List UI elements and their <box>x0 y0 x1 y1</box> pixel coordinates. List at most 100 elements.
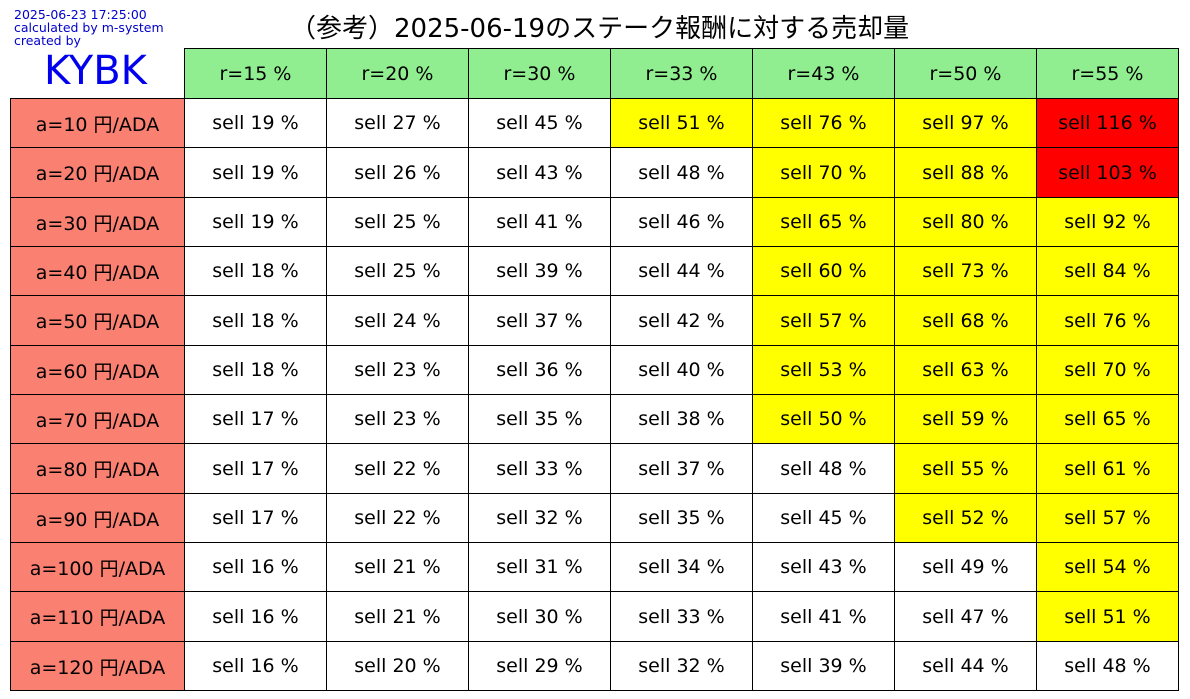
row-header: a=110 円/ADA <box>10 591 185 642</box>
data-cell: sell 40 % <box>610 345 753 395</box>
data-cell: sell 23 % <box>326 394 469 444</box>
data-cell: sell 59 % <box>894 394 1037 444</box>
data-cell: sell 48 % <box>1036 641 1179 691</box>
row-header: a=100 円/ADA <box>10 542 185 592</box>
data-cell: sell 34 % <box>610 542 753 592</box>
row-header: a=10 円/ADA <box>10 98 185 148</box>
data-cell: sell 16 % <box>184 641 327 691</box>
data-cell: sell 41 % <box>468 197 611 247</box>
data-cell: sell 73 % <box>894 246 1037 296</box>
column-header: r=20 % <box>326 48 469 99</box>
data-cell: sell 33 % <box>468 443 611 494</box>
data-cell: sell 51 % <box>610 98 753 148</box>
data-cell: sell 38 % <box>610 394 753 444</box>
data-cell: sell 19 % <box>184 147 327 198</box>
column-header: r=55 % <box>1036 48 1179 99</box>
row-header: a=80 円/ADA <box>10 443 185 494</box>
data-cell: sell 80 % <box>894 197 1037 247</box>
data-cell: sell 25 % <box>326 246 469 296</box>
data-cell: sell 54 % <box>1036 542 1179 592</box>
data-cell: sell 48 % <box>610 147 753 198</box>
data-cell: sell 76 % <box>1036 295 1179 346</box>
data-cell: sell 26 % <box>326 147 469 198</box>
kybk-logo: KYBK <box>44 48 147 94</box>
page-title: （参考）2025-06-19のステーク報酬に対する売却量 <box>290 14 910 44</box>
data-cell: sell 29 % <box>468 641 611 691</box>
data-cell: sell 23 % <box>326 345 469 395</box>
data-cell: sell 57 % <box>752 295 895 346</box>
data-cell: sell 39 % <box>468 246 611 296</box>
data-cell: sell 46 % <box>610 197 753 247</box>
data-cell: sell 17 % <box>184 443 327 494</box>
data-cell: sell 70 % <box>1036 345 1179 395</box>
data-cell: sell 17 % <box>184 493 327 543</box>
column-header: r=15 % <box>184 48 327 99</box>
data-cell: sell 50 % <box>752 394 895 444</box>
data-cell: sell 51 % <box>1036 591 1179 642</box>
data-cell: sell 35 % <box>468 394 611 444</box>
data-cell: sell 92 % <box>1036 197 1179 247</box>
data-cell: sell 36 % <box>468 345 611 395</box>
data-cell: sell 16 % <box>184 542 327 592</box>
data-cell: sell 20 % <box>326 641 469 691</box>
data-cell: sell 25 % <box>326 197 469 247</box>
data-cell: sell 18 % <box>184 246 327 296</box>
data-cell: sell 39 % <box>752 641 895 691</box>
data-cell: sell 32 % <box>610 641 753 691</box>
data-cell: sell 21 % <box>326 542 469 592</box>
data-cell: sell 103 % <box>1036 147 1179 198</box>
data-cell: sell 21 % <box>326 591 469 642</box>
column-header: r=43 % <box>752 48 895 99</box>
row-header: a=30 円/ADA <box>10 197 185 247</box>
data-cell: sell 53 % <box>752 345 895 395</box>
data-cell: sell 19 % <box>184 98 327 148</box>
data-cell: sell 16 % <box>184 591 327 642</box>
data-cell: sell 22 % <box>326 493 469 543</box>
data-cell: sell 17 % <box>184 394 327 444</box>
data-cell: sell 44 % <box>894 641 1037 691</box>
data-cell: sell 18 % <box>184 295 327 346</box>
data-cell: sell 70 % <box>752 147 895 198</box>
data-cell: sell 18 % <box>184 345 327 395</box>
column-header: r=50 % <box>894 48 1037 99</box>
data-cell: sell 44 % <box>610 246 753 296</box>
data-cell: sell 55 % <box>894 443 1037 494</box>
data-cell: sell 65 % <box>1036 394 1179 444</box>
data-cell: sell 88 % <box>894 147 1037 198</box>
data-cell: sell 35 % <box>610 493 753 543</box>
data-cell: sell 61 % <box>1036 443 1179 494</box>
data-cell: sell 45 % <box>752 493 895 543</box>
data-cell: sell 27 % <box>326 98 469 148</box>
data-cell: sell 37 % <box>610 443 753 494</box>
data-cell: sell 48 % <box>752 443 895 494</box>
data-cell: sell 65 % <box>752 197 895 247</box>
data-cell: sell 19 % <box>184 197 327 247</box>
row-header: a=50 円/ADA <box>10 295 185 346</box>
column-header: r=30 % <box>468 48 611 99</box>
data-cell: sell 45 % <box>468 98 611 148</box>
row-header: a=60 円/ADA <box>10 345 185 395</box>
row-header: a=90 円/ADA <box>10 493 185 543</box>
calculated-by-text: calculated by m-system <box>14 20 164 35</box>
created-by-text: created by <box>14 33 81 48</box>
data-cell: sell 37 % <box>468 295 611 346</box>
data-cell: sell 32 % <box>468 493 611 543</box>
data-cell: sell 63 % <box>894 345 1037 395</box>
data-cell: sell 97 % <box>894 98 1037 148</box>
data-cell: sell 116 % <box>1036 98 1179 148</box>
row-header: a=70 円/ADA <box>10 394 185 444</box>
data-cell: sell 84 % <box>1036 246 1179 296</box>
row-header: a=40 円/ADA <box>10 246 185 296</box>
data-cell: sell 43 % <box>752 542 895 592</box>
timestamp-text: 2025-06-23 17:25:00 <box>14 7 147 22</box>
data-cell: sell 57 % <box>1036 493 1179 543</box>
row-header: a=120 円/ADA <box>10 641 185 691</box>
data-cell: sell 33 % <box>610 591 753 642</box>
data-cell: sell 60 % <box>752 246 895 296</box>
data-cell: sell 49 % <box>894 542 1037 592</box>
data-cell: sell 24 % <box>326 295 469 346</box>
data-cell: sell 31 % <box>468 542 611 592</box>
data-cell: sell 30 % <box>468 591 611 642</box>
data-cell: sell 43 % <box>468 147 611 198</box>
